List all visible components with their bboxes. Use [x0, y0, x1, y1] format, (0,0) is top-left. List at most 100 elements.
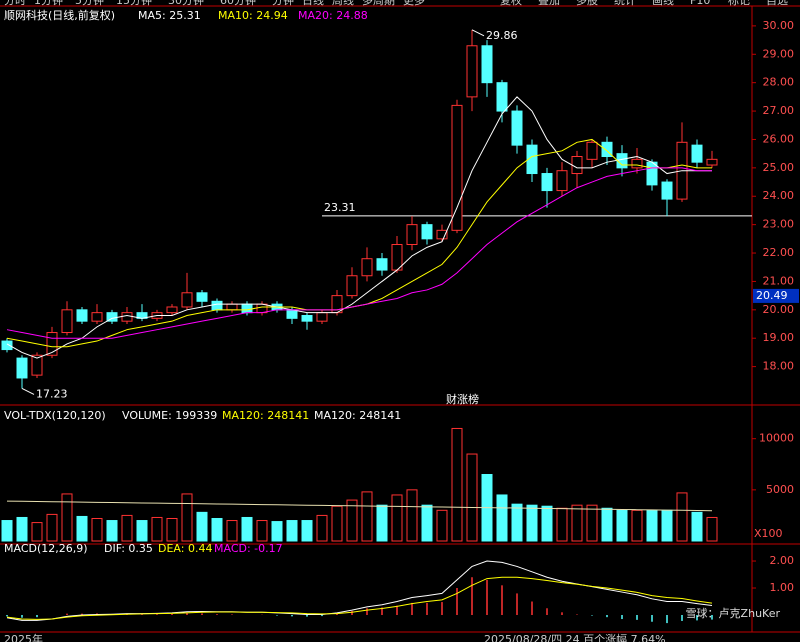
toolbar-tab[interactable]: 分时	[4, 0, 26, 7]
volume-bar	[436, 509, 448, 542]
y-tick-label: 29.00	[763, 47, 795, 60]
candle-body	[526, 144, 538, 175]
volume-bar	[451, 427, 463, 542]
annotation-pointer	[21, 388, 35, 395]
candle-body	[286, 309, 298, 319]
y-tick-label: 27.00	[763, 104, 795, 117]
price-tag	[753, 288, 799, 303]
toolbar-tab[interactable]: 1分钟	[34, 0, 63, 7]
y-tick-label: 22.00	[763, 246, 795, 259]
candle-body	[316, 312, 328, 322]
candle-body	[556, 170, 568, 192]
panel-title: VOL-TDX(120,120)	[4, 409, 106, 422]
volume-bar	[226, 520, 238, 542]
toolbar-button[interactable]: F10	[690, 0, 710, 7]
candle-body	[301, 314, 313, 322]
y-tick-label: 2.00	[770, 554, 795, 567]
candle-body	[76, 309, 88, 322]
watermark: 雪球：卢克ZhuKer	[686, 606, 781, 620]
legend-entry: MA120: 248141	[314, 409, 401, 422]
toolbar-button[interactable]: 叠加	[538, 0, 560, 7]
toolbar-tab[interactable]: 周线	[332, 0, 354, 7]
ma-line	[6, 96, 712, 359]
volume-bar	[106, 520, 118, 542]
y-tick-label: 24.00	[763, 189, 795, 202]
volume-bar	[91, 517, 103, 542]
toolbar-button[interactable]: 画线	[652, 0, 674, 7]
annotation-label: 29.86	[486, 29, 518, 42]
date-label: 2025年	[4, 632, 43, 642]
toolbar-button[interactable]: 多股	[576, 0, 598, 7]
y-tick-label: 28.00	[763, 76, 795, 89]
volume-bar	[331, 505, 343, 542]
y-tick-label: 19.00	[763, 331, 795, 344]
legend-entry: VOLUME: 199339	[122, 409, 217, 422]
legend-entry: MA10: 24.94	[218, 9, 288, 22]
candle-body	[91, 312, 103, 322]
candle-body	[631, 158, 643, 169]
candle-body	[571, 155, 583, 175]
panel-title: MACD(12,26,9)	[4, 542, 88, 555]
candle-body	[421, 224, 433, 240]
toolbar-tab[interactable]: 15分钟	[116, 0, 152, 7]
volume-bar	[511, 503, 523, 542]
candle-body	[436, 229, 448, 240]
toolbar-button[interactable]: 复权	[500, 0, 522, 7]
candle-body	[256, 303, 268, 314]
candle-body	[706, 158, 718, 166]
toolbar-tab[interactable]: 多周期	[362, 0, 395, 7]
candle-body	[211, 300, 223, 311]
legend-entry: MA5: 25.31	[138, 9, 201, 22]
toolbar-tab[interactable]: 日线	[302, 0, 324, 7]
volume-bar	[526, 504, 538, 542]
y-tick-label: 30.00	[763, 19, 795, 32]
toolbar-tab[interactable]: 分钟	[272, 0, 294, 7]
unit-label: X100	[754, 527, 783, 540]
volume-bar	[676, 492, 688, 542]
toolbar-button[interactable]: 标记	[728, 0, 750, 7]
candle-body	[601, 141, 613, 157]
volume-bar	[151, 516, 163, 542]
y-tick-label: 21.00	[763, 274, 795, 287]
candle-body	[586, 141, 598, 160]
candle-body	[541, 173, 553, 192]
chart-title: 顺网科技(日线,前复权)	[4, 8, 115, 22]
volume-bar	[181, 493, 193, 542]
candle-body	[226, 303, 238, 311]
annotation-pointer	[471, 29, 485, 37]
candle-body	[481, 45, 493, 84]
volume-bar	[496, 494, 508, 542]
toolbar-tab[interactable]: 60分钟	[220, 0, 256, 7]
volume-bar	[121, 514, 133, 542]
toolbar-tab[interactable]: 30分钟	[168, 0, 204, 7]
volume-ma-line	[6, 500, 713, 512]
volume-bar	[46, 513, 58, 542]
candle-body	[241, 303, 253, 314]
macd-line	[6, 576, 713, 620]
candle-body	[511, 110, 523, 146]
volume-bar	[661, 509, 673, 542]
legend-entry: MA20: 24.88	[298, 9, 368, 22]
volume-bar	[406, 489, 418, 542]
candle-body	[16, 357, 28, 379]
volume-bar	[256, 520, 268, 542]
volume-bar	[301, 520, 313, 542]
toolbar-tab[interactable]: 5分钟	[75, 0, 104, 7]
legend-entry: DEA: 0.44	[158, 542, 212, 555]
toolbar-tab[interactable]: 更多	[403, 0, 425, 7]
toolbar-button[interactable]: 统计	[614, 0, 636, 7]
legend-entry: MA120: 248141	[222, 409, 309, 422]
candle-body	[31, 354, 43, 376]
volume-bar	[571, 504, 583, 542]
volume-bar	[376, 504, 388, 542]
candle-body	[466, 45, 478, 98]
volume-bar	[241, 516, 253, 542]
toolbar-button[interactable]: 自选	[766, 0, 788, 7]
candle-body	[496, 82, 508, 112]
candle-body	[661, 181, 673, 200]
y-tick-label: 26.00	[763, 132, 795, 145]
candle-body	[196, 292, 208, 302]
candle-body	[61, 309, 73, 334]
candle-body	[361, 258, 373, 277]
volume-bar	[586, 504, 598, 542]
